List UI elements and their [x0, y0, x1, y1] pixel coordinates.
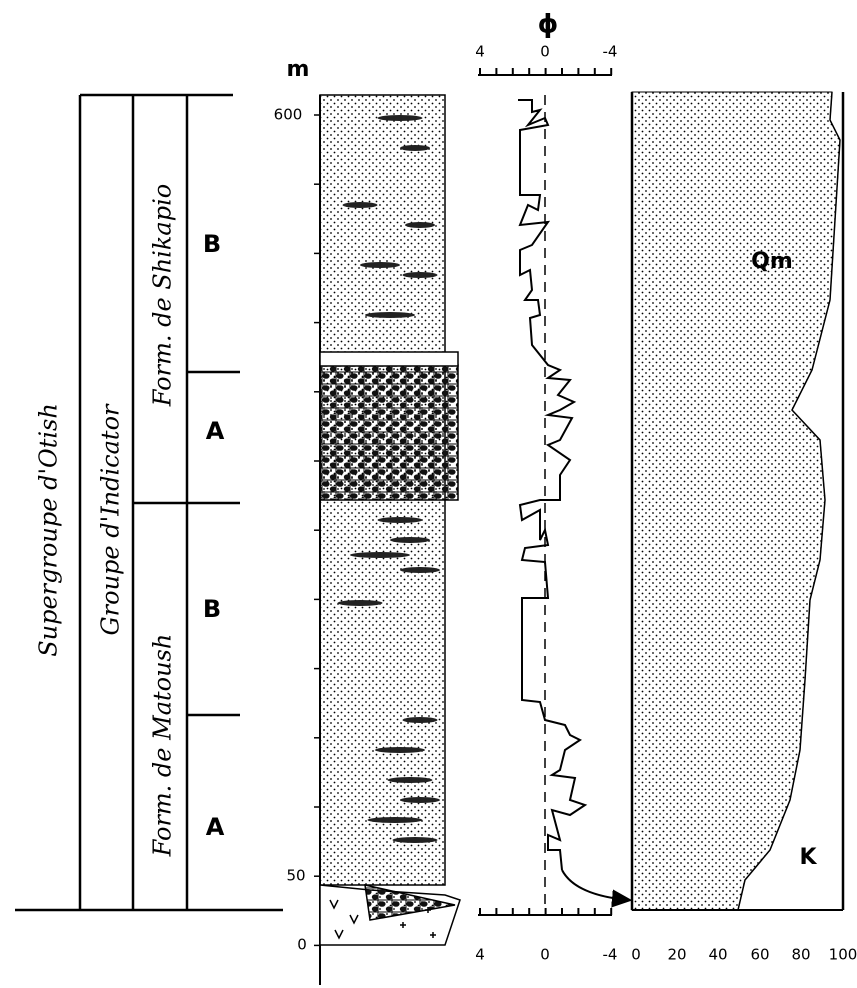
- formation-label: Form. de Matoush: [149, 634, 177, 858]
- lens: [387, 777, 433, 783]
- lens: [400, 797, 440, 803]
- composition-tick-label: 60: [750, 946, 769, 964]
- lens: [392, 837, 438, 843]
- lens: [400, 567, 440, 573]
- phi-top-label: -4: [603, 43, 618, 61]
- phi-scale: [478, 68, 613, 916]
- composition-tick-label: 100: [829, 946, 857, 964]
- member-label: A: [206, 813, 225, 841]
- member-label: A: [206, 417, 225, 445]
- lens: [375, 747, 425, 753]
- composition-tick-label: 40: [708, 946, 727, 964]
- depth-label: 0: [297, 936, 307, 954]
- composition-tick-label: 0: [631, 946, 641, 964]
- composition-tick-label: 20: [667, 946, 686, 964]
- supergroup-label: Supergroupe d'Otish: [35, 403, 63, 657]
- member-label: B: [203, 230, 221, 258]
- phi-bottom-label: 4: [475, 946, 485, 964]
- composition-tick-label: 80: [791, 946, 810, 964]
- depth-label: 600: [274, 106, 303, 124]
- lens: [377, 115, 423, 121]
- phi-symbol: ϕ: [538, 10, 559, 40]
- stratigraphy-columns: [15, 93, 283, 912]
- lens: [405, 222, 435, 228]
- lens: [360, 262, 400, 268]
- lens: [365, 312, 415, 318]
- arrow: [561, 869, 628, 900]
- lens: [377, 517, 423, 523]
- lens: [337, 600, 383, 606]
- member-label: B: [203, 595, 221, 623]
- phi-curve: [518, 99, 588, 871]
- group-label: Groupe d'Indicator: [97, 403, 125, 636]
- lens: [400, 145, 430, 151]
- lens: [390, 537, 430, 543]
- lens: [350, 552, 410, 558]
- depth-ticks: [314, 114, 320, 947]
- composition-panel: [630, 91, 845, 911]
- lens: [402, 717, 438, 723]
- lithology-column: [319, 94, 461, 946]
- depth-label: 50: [286, 867, 305, 885]
- phi-top-label: 4: [475, 43, 485, 61]
- composition-label: K: [799, 845, 817, 870]
- depth-unit: m: [287, 57, 310, 82]
- phi-bottom-label: 0: [540, 946, 550, 964]
- phi-top-label: 0: [540, 43, 550, 61]
- formation-label: Form. de Shikapio: [149, 184, 177, 407]
- lens: [342, 202, 378, 208]
- phi-bottom-label: -4: [603, 946, 618, 964]
- lens: [402, 272, 438, 278]
- lens: [367, 817, 423, 823]
- composition-label: Qm: [751, 249, 793, 274]
